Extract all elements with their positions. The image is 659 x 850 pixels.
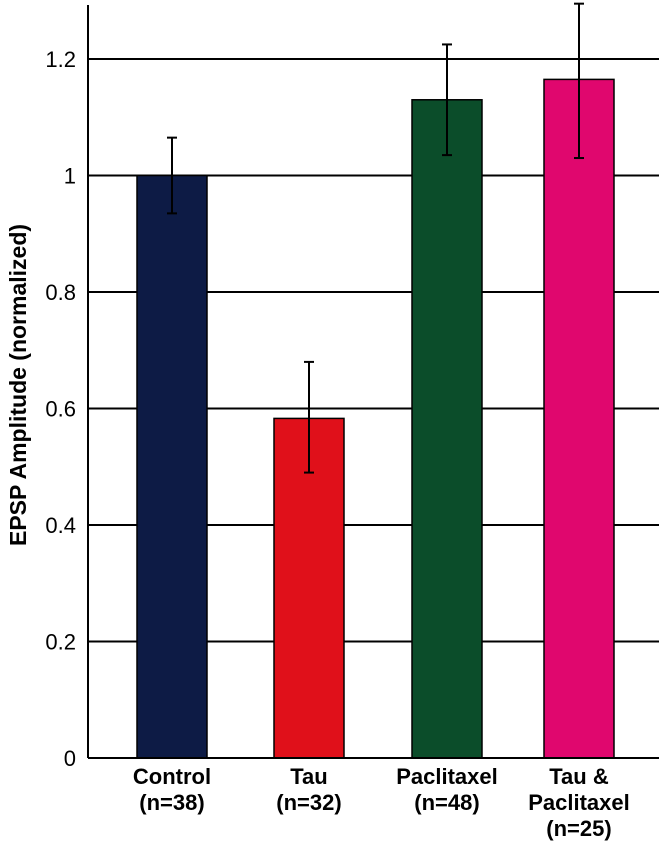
error-bar-3 (574, 2, 584, 160)
bar-2 (411, 99, 483, 759)
x-label-1: Tau (n=32) (276, 764, 341, 815)
y-tick-label-0: 0 (64, 746, 76, 771)
x-category-labels: Control (n=38) Tau (n=32) Paclitaxel (n=48) Ta… (133, 764, 630, 841)
bars (136, 78, 615, 759)
error-bar-2 (442, 43, 452, 157)
y-tick-labels: 0 0.2 0.4 0.6 0.8 1 1.2 (45, 47, 76, 771)
y-tick-label-0.8: 0.8 (45, 280, 76, 305)
y-tick-label-0.4: 0.4 (45, 513, 76, 538)
x-label-3: Tau & Paclitaxel (n=25) (528, 764, 630, 841)
bar-0 (136, 174, 208, 759)
y-tick-label-1: 1 (64, 164, 76, 189)
error-bars (167, 2, 584, 474)
error-bar-1 (304, 360, 314, 474)
x-label-2: Paclitaxel (n=48) (396, 764, 498, 815)
y-tick-label-0.2: 0.2 (45, 630, 76, 655)
y-tick-label-1.2: 1.2 (45, 47, 76, 72)
y-axis-label: EPSP Amplitude (normalized) (5, 224, 31, 546)
x-label-0: Control (n=38) (133, 764, 211, 815)
bar-3 (543, 78, 615, 759)
axes (87, 5, 659, 759)
y-tick-label-0.6: 0.6 (45, 397, 76, 422)
error-bar-0 (167, 136, 177, 215)
